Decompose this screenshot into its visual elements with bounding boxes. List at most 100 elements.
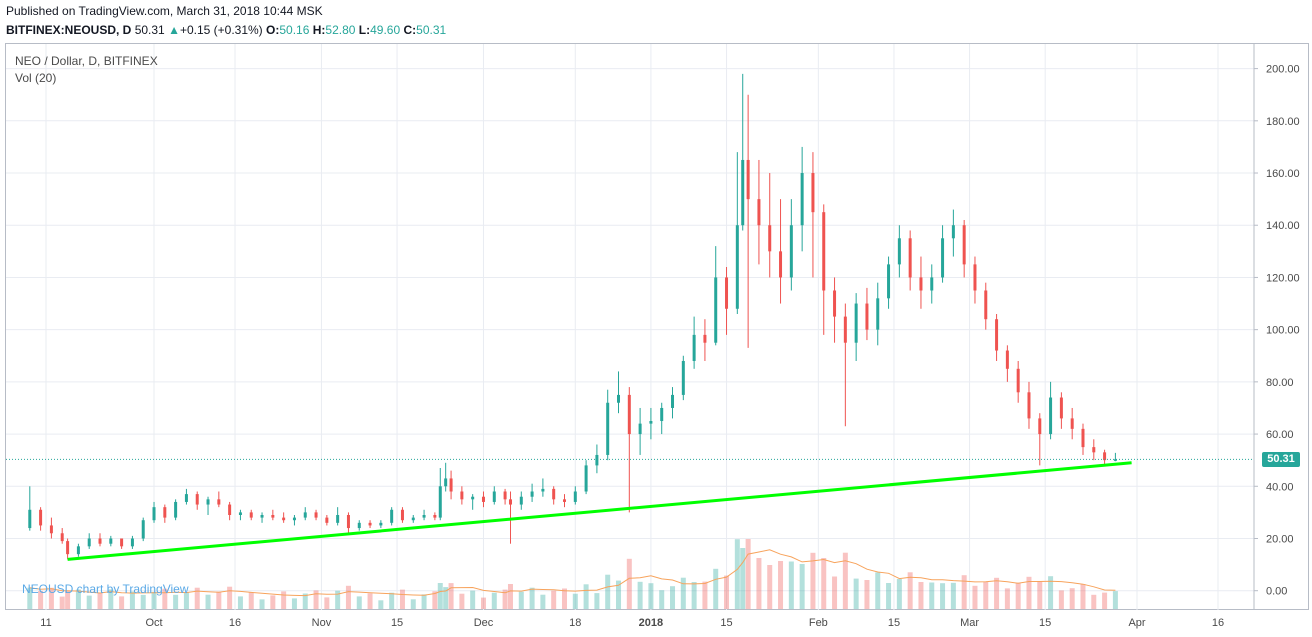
x-tick-label: 11 <box>40 617 51 629</box>
candle-body <box>1049 397 1053 435</box>
volume-bar <box>270 595 276 609</box>
volume-bar <box>540 594 546 609</box>
candle-body <box>433 514 437 518</box>
open-label: O: <box>266 23 280 37</box>
volume-bar <box>864 580 870 609</box>
volume-bar <box>778 561 784 609</box>
candle-body <box>811 173 815 213</box>
candle-body <box>951 225 955 239</box>
volume-bar <box>842 552 848 609</box>
x-tick-label: Mar <box>960 617 979 629</box>
candle-body <box>725 277 729 309</box>
candle-body <box>552 488 556 500</box>
volume-bar <box>1091 594 1097 609</box>
candle-body <box>130 538 134 547</box>
volume-bar <box>151 591 157 609</box>
volume-bar <box>1069 588 1075 609</box>
candle-body <box>292 517 296 521</box>
volume-bar <box>507 584 513 609</box>
candle-body <box>671 394 675 408</box>
volume-bar <box>335 590 341 609</box>
candle-body <box>141 520 145 539</box>
y-tick-label: 0.00 <box>1266 586 1287 598</box>
candle-body <box>822 212 826 291</box>
candle-body <box>228 504 232 515</box>
volume-bar <box>162 588 168 609</box>
chart-frame[interactable] <box>5 43 1309 610</box>
volume-bar <box>75 589 81 609</box>
candle-body <box>368 522 372 526</box>
candle-body <box>206 499 210 505</box>
candle-body <box>530 491 534 497</box>
candle-body <box>400 509 404 521</box>
volume-bar <box>529 587 535 609</box>
candle-body <box>746 159 750 200</box>
candle-body <box>919 277 923 291</box>
candle-body <box>854 303 858 343</box>
candle-body <box>562 499 566 502</box>
candle-body <box>357 522 361 529</box>
candle-body <box>271 514 275 518</box>
chart-legend-title: NEO / Dollar, D, BITFINEX <box>15 54 158 68</box>
candle-body <box>617 394 621 403</box>
open-value: 50.16 <box>279 23 310 37</box>
candle-body <box>109 538 113 544</box>
candle-body <box>714 277 718 343</box>
candle-body <box>411 517 415 521</box>
x-tick-label: 16 <box>229 617 241 629</box>
volume-bar <box>345 585 351 609</box>
candle-body <box>757 199 761 226</box>
volume-bar <box>59 596 65 609</box>
candle-body <box>195 494 199 505</box>
volume-bar <box>205 594 211 609</box>
volume-bar <box>594 593 600 609</box>
volume-bar <box>875 572 881 609</box>
candle-body <box>779 251 783 278</box>
candle-body <box>98 538 102 544</box>
candle-body <box>627 394 631 435</box>
candle-body <box>973 264 977 291</box>
volume-bar <box>227 586 233 609</box>
volume-bar <box>448 583 454 609</box>
x-tick-label: Nov <box>312 617 332 629</box>
volume-bar <box>1026 576 1032 609</box>
candle-body <box>217 499 221 505</box>
candle-body <box>1016 368 1020 393</box>
x-tick-label: 2018 <box>639 617 663 629</box>
candle-body <box>876 298 880 330</box>
watermark: NEOUSD chart by TradingView <box>22 582 189 596</box>
volume-bar <box>216 591 222 609</box>
volume-bar <box>443 587 449 609</box>
candle-body <box>660 407 664 422</box>
volume-bar <box>470 590 476 609</box>
volume-bar <box>972 585 978 609</box>
y-tick-label: 60.00 <box>1266 429 1294 441</box>
candle-body <box>336 514 340 523</box>
volume-bar <box>572 593 578 609</box>
volume-bar <box>1112 591 1118 609</box>
candle-body <box>519 496 523 505</box>
y-tick-label: 100.00 <box>1266 325 1300 337</box>
candle-body <box>649 421 653 424</box>
candle-body <box>422 514 426 518</box>
candle-body <box>735 225 739 309</box>
candle-body <box>1081 428 1085 448</box>
volume-bar <box>119 596 125 609</box>
volume-legend: Vol (20) <box>15 71 57 85</box>
volume-bar <box>518 591 524 609</box>
candle-body <box>887 264 891 299</box>
candle-body <box>897 238 901 265</box>
candle-body <box>984 290 988 320</box>
volume-bar <box>324 597 330 609</box>
y-tick-label: 160.00 <box>1266 168 1300 180</box>
volume-bar <box>302 593 308 609</box>
candle-body <box>941 238 945 278</box>
volume-bar <box>821 558 827 609</box>
volume-bar <box>421 594 427 609</box>
candle-body <box>314 512 318 518</box>
volume-bar <box>745 539 751 609</box>
candle-body <box>325 517 329 523</box>
volume-bar <box>691 582 697 609</box>
volume-bar <box>740 548 746 609</box>
